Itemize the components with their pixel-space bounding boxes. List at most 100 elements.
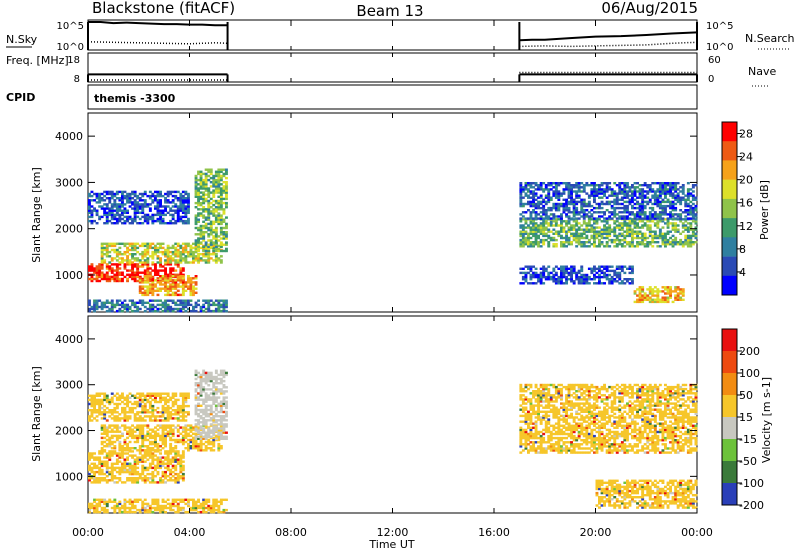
cell-7-243 (573, 209, 576, 211)
cell-2-180 (134, 214, 137, 216)
cell-1-194 (162, 447, 165, 449)
cell-4-88 (202, 214, 205, 216)
cell-2-292 (172, 417, 175, 419)
cell-8-8 (639, 299, 642, 301)
cell-1-217 (184, 255, 187, 257)
cell-7-73 (535, 203, 538, 205)
cell-7-237 (570, 188, 573, 190)
cell-6-73 (535, 229, 538, 231)
cell-7-320 (590, 209, 593, 211)
cell-0-326 (169, 477, 172, 479)
cell-6-28 (525, 231, 528, 233)
cell-3-143 (210, 407, 213, 409)
cell-7-562 (644, 205, 647, 207)
cell-5-138 (179, 310, 182, 312)
cell-2-91 (113, 407, 116, 409)
cell-9-141 (580, 266, 583, 268)
cell-9-101 (565, 276, 568, 278)
cell-6-292 (596, 231, 599, 233)
cell-0-127 (118, 467, 121, 469)
cell-4-291 (220, 175, 223, 177)
cell-9-122 (573, 268, 576, 270)
cell-6-597 (682, 218, 685, 220)
cell-0-336 (172, 475, 175, 477)
cell-0-314 (167, 475, 170, 477)
cell-6-422 (631, 233, 634, 235)
cell-1-98 (141, 261, 144, 263)
cell-7-751 (684, 203, 687, 205)
cell-8-74 (667, 288, 670, 290)
cell-3-190 (215, 392, 218, 394)
cell-5-183 (207, 302, 210, 304)
cell-4-216 (215, 221, 218, 223)
cell-6-126 (550, 239, 553, 241)
cell-6-277 (593, 241, 596, 243)
cell-0-225 (144, 475, 147, 477)
cell-6-177 (565, 239, 568, 241)
cell-1-49 (118, 243, 121, 245)
cell-2-11 (91, 222, 94, 224)
cell-5-86 (146, 308, 149, 310)
cell-7-466 (623, 188, 626, 190)
cell-7-198 (563, 190, 566, 192)
cell-0-101 (111, 463, 114, 465)
cell-7-76 (535, 192, 538, 194)
cell-2-255 (154, 220, 157, 222)
cell-9-152 (588, 282, 591, 284)
cell-7-654 (664, 213, 667, 215)
cell-0-153 (126, 471, 129, 473)
cell-5-69 (134, 310, 137, 312)
cell-6-130 (550, 222, 553, 224)
cell-3-122 (182, 281, 185, 283)
cell-2-135 (121, 197, 124, 199)
cell-7-782 (692, 209, 695, 211)
cell-7-247 (573, 201, 576, 203)
cell-6-477 (646, 241, 649, 243)
cell-1-341 (207, 447, 210, 449)
cell-4-66 (200, 196, 203, 198)
cell-2-62 (106, 212, 109, 214)
cell-2-8 (88, 199, 91, 201)
cell-4-174 (210, 185, 213, 187)
cell-9-23 (530, 268, 533, 270)
cell-0-159 (126, 452, 129, 454)
cell-2-167 (129, 193, 132, 195)
cell-1-63 (126, 255, 129, 257)
cell-2-315 (169, 222, 172, 224)
cell-4-124 (205, 177, 208, 179)
cell-2-242 (149, 203, 152, 205)
cell-5-95 (151, 306, 154, 308)
cell-3-71 (164, 275, 167, 277)
cell-3-36 (151, 294, 154, 296)
cell-2-316 (177, 405, 180, 407)
cell-2-90 (111, 193, 114, 195)
cell-2-202 (146, 411, 149, 413)
cell-9-219 (618, 282, 621, 284)
cell-2-163 (129, 201, 132, 203)
cell-1-34 (111, 447, 114, 449)
cell-6-479 (646, 229, 649, 231)
cell-3-197 (215, 376, 218, 378)
cell-0-67 (103, 465, 106, 467)
cell-5-45 (116, 300, 119, 302)
cell-6-340 (608, 226, 611, 228)
cell-1-233 (190, 249, 193, 251)
cell-8-61 (662, 290, 665, 292)
cell-1-95 (139, 259, 142, 261)
cell-6-601 (684, 237, 687, 239)
cell-6-251 (585, 237, 588, 239)
cell-0-114 (134, 265, 137, 267)
cell-2-93 (113, 218, 116, 220)
cell-7-57 (532, 205, 535, 207)
cell-9-66 (552, 278, 555, 280)
cell-3-243 (223, 429, 226, 431)
cell-3-31 (149, 288, 152, 290)
cell-4-281 (220, 200, 223, 202)
cell-7-130 (547, 199, 550, 201)
cell-6-230 (578, 226, 581, 228)
cell-3-142 (190, 281, 193, 283)
cell-2-26 (96, 222, 99, 224)
cell-2-174 (139, 405, 142, 407)
cell-1-121 (146, 243, 149, 245)
cell-3-128 (184, 283, 187, 285)
